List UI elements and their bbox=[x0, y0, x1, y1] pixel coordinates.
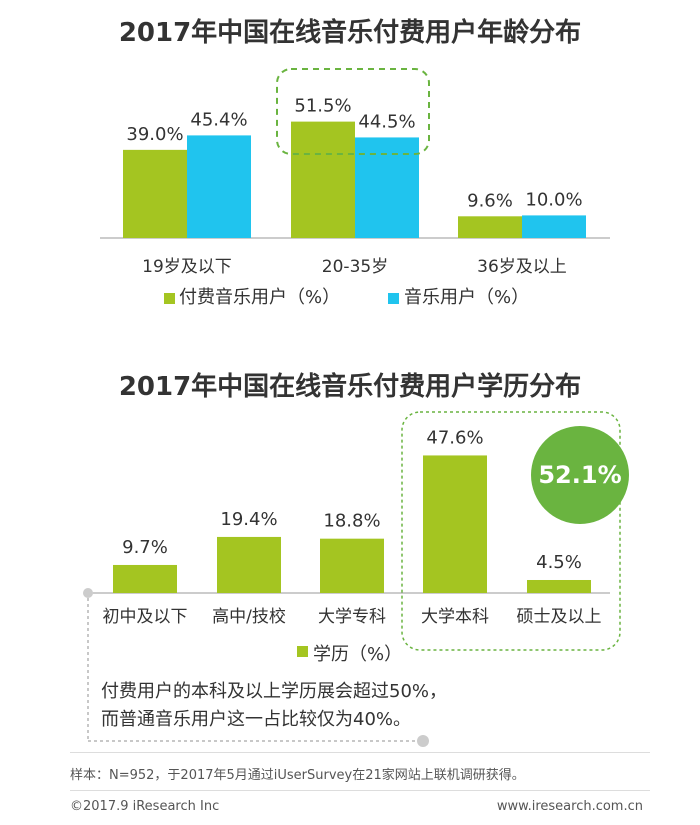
education-chart-title: 2017年中国在线音乐付费用户学历分布 bbox=[118, 372, 582, 402]
edu-value-label: 18.8% bbox=[323, 511, 380, 532]
edu-category-label: 大学专科 bbox=[318, 607, 386, 627]
legend-label-education: 学历（%） bbox=[313, 644, 402, 665]
age-chart-title: 2017年中国在线音乐付费用户年龄分布 bbox=[118, 18, 582, 48]
legend-swatch-education bbox=[297, 646, 308, 657]
sample-note: 样本：N=952，于2017年5月通过iUserSurvey在21家网站上联机调… bbox=[70, 768, 525, 783]
copyright-text: ©2017.9 iResearch Inc bbox=[70, 799, 220, 814]
age-value-label: 44.5% bbox=[358, 111, 415, 132]
age-value-label: 39.0% bbox=[126, 124, 183, 145]
connector-dot-start bbox=[83, 588, 93, 598]
edu-value-label: 4.5% bbox=[536, 552, 582, 573]
age-bar-music bbox=[187, 135, 251, 238]
note-line-2: 而普通音乐用户这一占比较仅为40%。 bbox=[101, 709, 412, 730]
website-text: www.iresearch.com.cn bbox=[496, 799, 643, 814]
edu-category-label: 大学本科 bbox=[421, 607, 489, 627]
highlight-badge: 52.1% bbox=[531, 426, 629, 524]
age-value-label: 51.5% bbox=[294, 96, 351, 117]
age-value-label: 10.0% bbox=[525, 189, 582, 210]
edu-bar bbox=[527, 579, 591, 593]
footer-divider-2 bbox=[70, 790, 650, 791]
edu-highlight-box bbox=[401, 411, 621, 651]
edu-bar bbox=[423, 455, 487, 593]
age-value-label: 45.4% bbox=[190, 109, 247, 130]
footer-divider bbox=[70, 752, 650, 753]
age-bar-paid bbox=[458, 216, 522, 238]
connector-dot-end bbox=[417, 735, 429, 747]
edu-bar bbox=[320, 538, 384, 593]
edu-category-label: 硕士及以上 bbox=[517, 607, 602, 627]
edu-category-label: 初中及以下 bbox=[103, 607, 188, 627]
edu-category-label: 高中/技校 bbox=[212, 607, 286, 627]
age-category-label: 36岁及以上 bbox=[477, 257, 567, 277]
edu-bar bbox=[217, 536, 281, 593]
edu-bar bbox=[113, 564, 177, 593]
legend-label-music: 音乐用户（%） bbox=[404, 287, 529, 308]
education-note: 付费用户的本科及以上学历展会超过50%， 而普通音乐用户这一占比较仅为40%。 bbox=[101, 678, 447, 734]
age-category-label: 20-35岁 bbox=[322, 257, 388, 277]
age-category-label: 19岁及以下 bbox=[142, 257, 232, 277]
age-bar-paid bbox=[291, 121, 355, 238]
legend-swatch-music bbox=[388, 293, 399, 304]
age-value-label: 9.6% bbox=[467, 190, 513, 211]
legend-label-paid: 付费音乐用户（%） bbox=[179, 287, 340, 308]
age-distribution-chart: 39.0% 45.4% 19岁及以下 51.5% 44.5% 20-35岁 9.6% 10.0… bbox=[100, 68, 610, 308]
age-highlight-box bbox=[276, 68, 430, 155]
legend-swatch-paid bbox=[164, 293, 175, 304]
edu-value-label: 19.4% bbox=[220, 509, 277, 530]
age-bar-music bbox=[522, 215, 586, 238]
note-line-1: 付费用户的本科及以上学历展会超过50%， bbox=[101, 681, 448, 702]
edu-value-label: 47.6% bbox=[426, 427, 483, 448]
age-bar-paid bbox=[123, 149, 187, 238]
edu-value-label: 9.7% bbox=[122, 537, 168, 558]
